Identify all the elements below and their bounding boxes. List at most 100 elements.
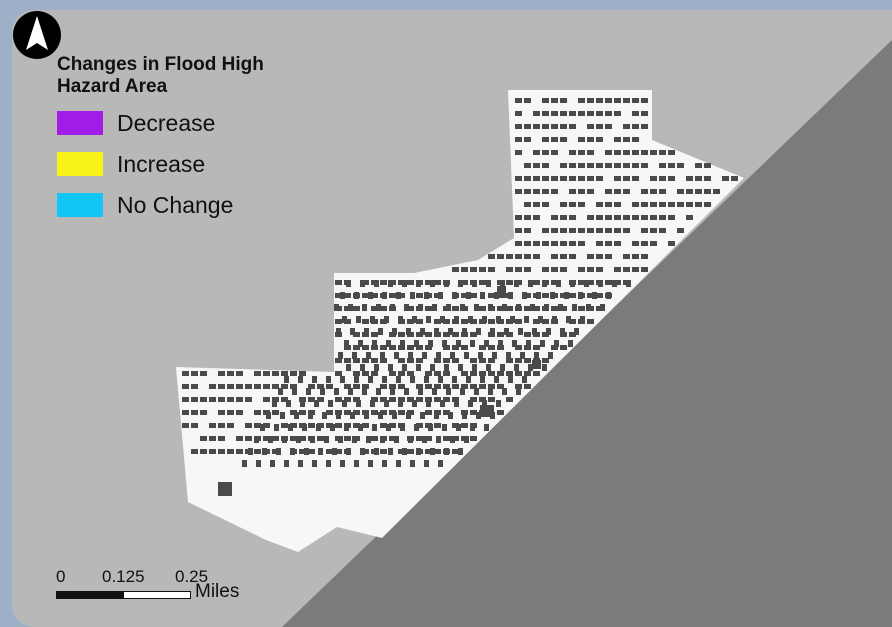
building [713,189,720,194]
building [452,384,459,389]
building [326,460,331,467]
building [659,189,666,194]
building [290,448,295,455]
building [398,384,405,389]
building [461,345,468,350]
building [650,215,657,220]
north-arrow-icon [13,11,61,59]
building [574,328,579,335]
building [497,371,504,376]
building [533,124,540,129]
building [560,267,567,272]
building [468,316,473,323]
building [218,397,225,402]
building [362,388,367,395]
building [524,176,531,181]
building [344,340,349,347]
building [266,412,271,419]
building [470,340,475,347]
building [506,352,511,359]
building [587,293,594,298]
building [533,371,540,376]
building [542,293,549,298]
building [444,280,449,287]
building [623,176,630,181]
building [560,328,565,335]
building [400,340,405,347]
building [312,376,317,383]
building [686,176,693,181]
legend-label-decrease: Decrease [117,109,216,136]
building [623,150,630,155]
building [533,176,540,181]
building [356,316,361,323]
building [414,340,419,347]
building [606,292,611,299]
building [506,319,513,324]
building [497,254,504,259]
building [438,376,443,383]
building [362,319,369,324]
building [560,306,567,311]
building [524,293,531,298]
building [578,176,585,181]
scale-graphic: Miles [56,581,256,603]
building [376,304,381,311]
building [200,436,207,441]
building [641,111,648,116]
building [434,423,441,428]
building [496,400,501,407]
building [442,424,447,431]
building [354,292,359,299]
building [191,423,198,428]
building [470,436,477,441]
building [546,328,551,335]
building [454,400,459,407]
building [388,280,393,287]
building [362,293,369,298]
building [641,163,648,168]
building [522,376,527,383]
building [380,358,387,363]
building [479,306,486,311]
building [254,384,261,389]
building [425,306,432,311]
building [480,292,485,299]
building [380,423,387,428]
building [380,397,387,402]
map-canvas[interactable] [12,10,892,627]
building [578,189,585,194]
building [436,436,441,443]
building [596,176,603,181]
building [389,371,396,376]
building [569,124,576,129]
building [454,316,459,323]
building [551,189,558,194]
building [587,111,594,116]
building [488,358,495,363]
building [560,124,567,129]
building [542,176,549,181]
building [524,316,529,323]
building [398,397,405,402]
building [641,254,648,259]
building [470,267,477,272]
legend-swatch-no-change [57,193,103,217]
building [296,436,301,443]
building [398,400,403,407]
building [572,304,577,311]
building [209,449,216,454]
building [326,384,333,389]
building [587,189,594,194]
building [422,436,427,443]
building [452,376,457,383]
building [550,292,555,299]
building [632,163,639,168]
building [605,124,612,129]
scale-tick-2: 0.25 [175,567,209,586]
building [182,371,189,376]
building [356,400,361,407]
building [371,332,378,337]
building [497,332,504,337]
building [524,137,531,142]
